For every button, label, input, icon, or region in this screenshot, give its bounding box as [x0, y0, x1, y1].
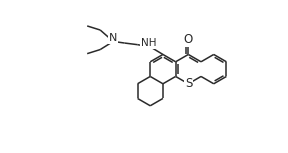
Text: S: S — [185, 77, 192, 90]
Text: N: N — [109, 33, 118, 43]
Text: O: O — [184, 33, 193, 46]
Text: NH: NH — [141, 38, 156, 48]
